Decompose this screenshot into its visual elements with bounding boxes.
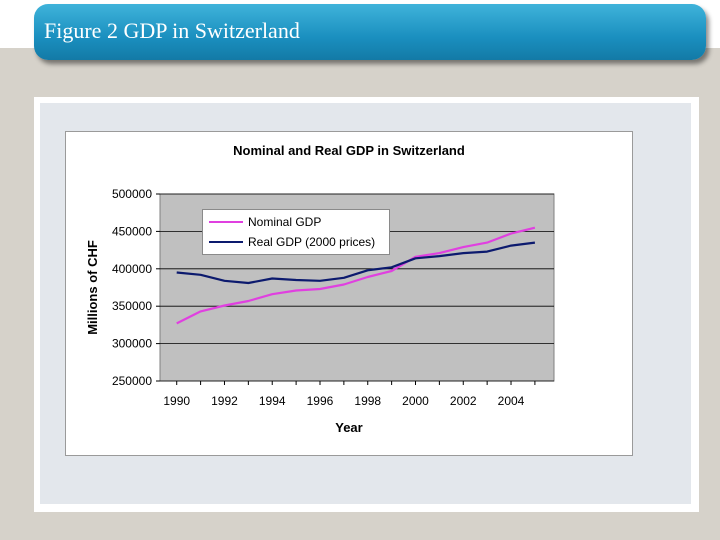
x-tick-label: 1990 — [163, 394, 190, 408]
chart-panel: Nominal and Real GDP in Switzerland 25000… — [65, 131, 633, 456]
slide-title: Figure 2 GDP in Switzerland — [44, 18, 300, 43]
series-line-nominal-gdp — [176, 226, 536, 325]
x-tick-label: 1996 — [307, 394, 334, 408]
x-tick-label: 1992 — [211, 394, 238, 408]
legend-swatch-real — [209, 241, 243, 243]
x-tick-label: 2004 — [498, 394, 525, 408]
x-tick-label: 1998 — [354, 394, 381, 408]
x-tick-label: 2002 — [450, 394, 477, 408]
legend-swatch-nominal — [209, 221, 243, 223]
title-banner — [34, 4, 706, 60]
y-axis-label: Millions of CHF — [85, 240, 100, 335]
series-line-real-gdp — [176, 241, 536, 285]
y-tick-label: 400000 — [112, 262, 152, 276]
x-tick-label: 2000 — [402, 394, 429, 408]
y-tick-label: 350000 — [112, 299, 152, 313]
gdp-line-chart: Nominal and Real GDP in Switzerland 25000… — [85, 143, 555, 435]
y-tick-label: 300000 — [112, 337, 152, 351]
legend-item-nominal: Nominal GDP — [209, 214, 321, 230]
x-tick-label: 1994 — [259, 394, 286, 408]
x-axis-label: Year — [335, 420, 362, 435]
chart-legend: Nominal GDP Real GDP (2000 prices) — [202, 209, 390, 255]
legend-item-real: Real GDP (2000 prices) — [209, 234, 375, 250]
y-tick-label: 450000 — [112, 224, 152, 238]
y-tick-label: 250000 — [112, 374, 152, 388]
legend-label-real: Real GDP (2000 prices) — [248, 235, 376, 249]
y-tick-label: 500000 — [112, 187, 152, 201]
chart-title: Nominal and Real GDP in Switzerland — [233, 143, 465, 158]
legend-label-nominal: Nominal GDP — [248, 215, 322, 229]
